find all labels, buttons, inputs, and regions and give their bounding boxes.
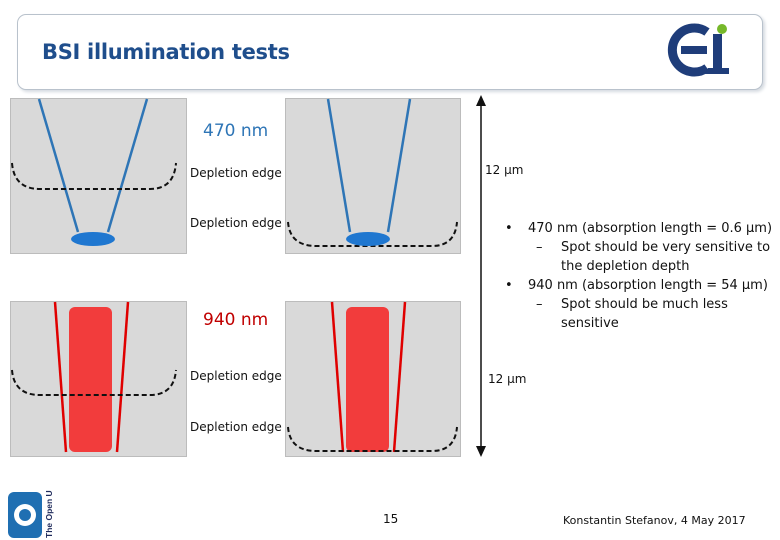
panel-top-right <box>285 98 461 254</box>
blue-beam-top-right <box>326 98 412 233</box>
bullet-item: • 470 nm (absorption length = 0.6 µm) <box>505 219 777 238</box>
depletion-edge-bottom-right <box>287 426 458 452</box>
red-beam-bottom-left <box>53 301 130 453</box>
thickness-label-bottom: 12 µm <box>488 372 527 386</box>
ei-logo <box>667 23 729 77</box>
dash-icon: – <box>536 240 543 255</box>
blue-spot-top-left <box>71 232 115 246</box>
red-column-bottom-right <box>346 307 389 452</box>
university-name: The Open University <box>44 490 54 538</box>
depletion-edge-bottom-left <box>11 369 177 396</box>
dash-icon: – <box>536 297 543 312</box>
sub-bullet-item: – Spot should be very sensitive to the d… <box>505 238 777 276</box>
bullet-text: 470 nm (absorption length = 0.6 µm) <box>528 221 773 236</box>
red-column-bottom-left <box>69 307 112 452</box>
thickness-arrow <box>476 95 486 457</box>
thickness-label-top: 12 µm <box>485 163 524 177</box>
red-beam-bottom-right <box>330 301 407 453</box>
page-number: 15 <box>383 512 399 526</box>
sub-bullet-text: Spot should be much less sensitive <box>561 297 728 331</box>
depletion-edge-label-3: Depletion edge <box>190 369 282 383</box>
blue-beam-top-left <box>37 98 149 233</box>
depletion-edge-label-4: Depletion edge <box>190 420 282 434</box>
depletion-edge-label-1: Depletion edge <box>190 166 282 180</box>
bullet-icon: • <box>505 278 513 293</box>
sub-bullet-item: – Spot should be much less sensitive <box>505 295 777 333</box>
title-box: BSI illumination tests <box>17 14 763 90</box>
wavelength-470-label: 470 nm <box>203 121 269 141</box>
depletion-edge-top-right <box>287 221 458 247</box>
blue-spot-top-right <box>346 232 390 246</box>
depletion-edge-top-left <box>11 162 177 190</box>
bullet-icon: • <box>505 221 513 236</box>
bullet-text: 940 nm (absorption length = 54 µm) <box>528 278 768 293</box>
author-date: Konstantin Stefanov, 4 May 2017 <box>563 514 746 527</box>
slide-title: BSI illumination tests <box>42 40 290 64</box>
wavelength-940-label: 940 nm <box>203 310 269 330</box>
bullet-item: • 940 nm (absorption length = 54 µm) <box>505 276 777 295</box>
depletion-edge-label-2: Depletion edge <box>190 216 282 230</box>
panel-top-left <box>10 98 187 254</box>
sub-bullet-text: Spot should be very sensitive to the dep… <box>561 240 771 274</box>
bullet-list: • 470 nm (absorption length = 0.6 µm) – … <box>505 219 777 333</box>
open-university-logo: The Open University <box>8 490 54 538</box>
